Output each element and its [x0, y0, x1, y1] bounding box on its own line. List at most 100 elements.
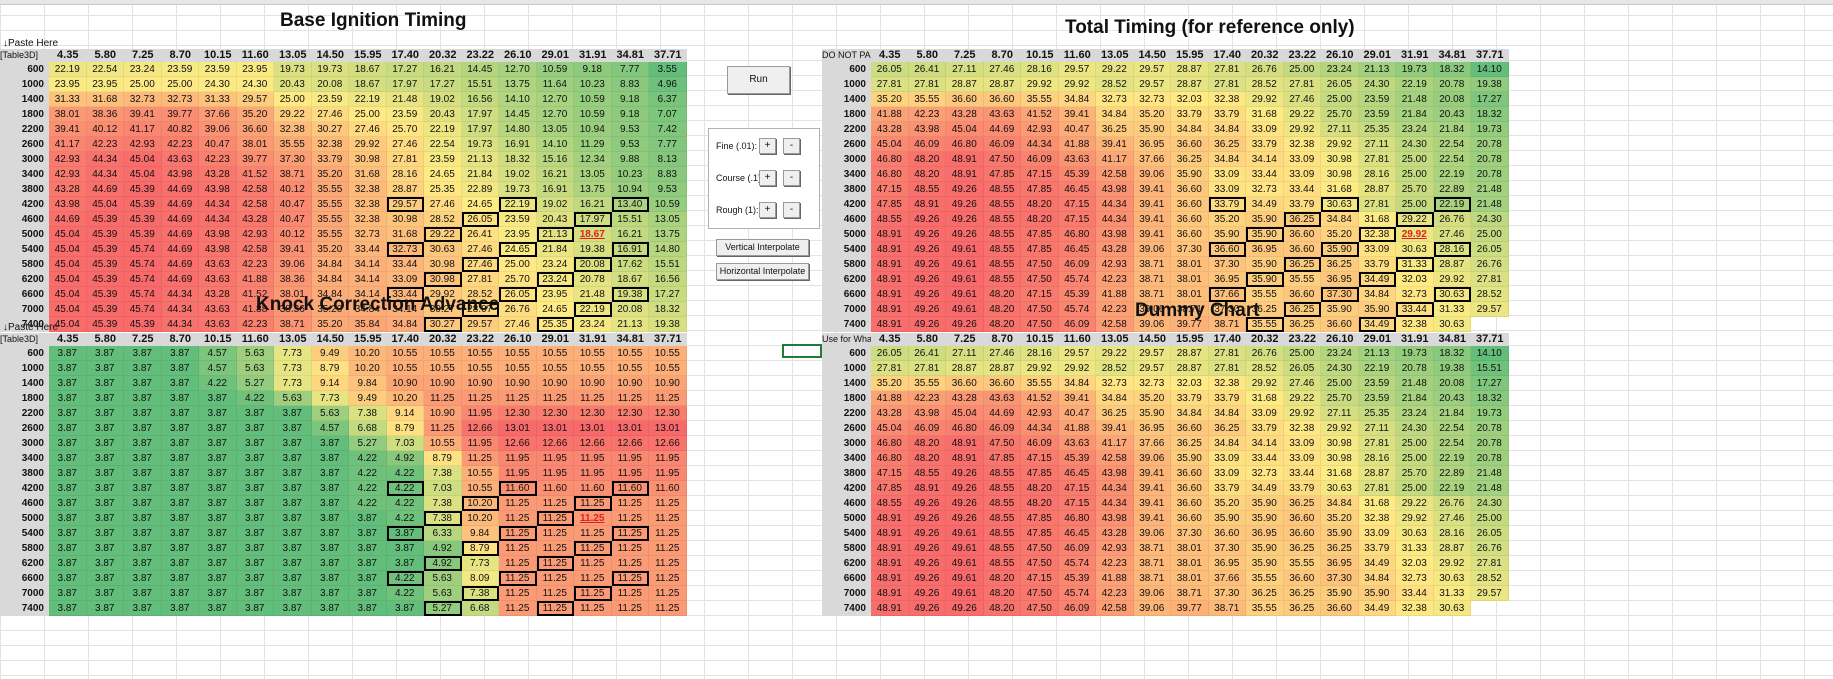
table-cell[interactable]: 41.88	[236, 272, 274, 287]
table-cell[interactable]: 3.87	[124, 556, 162, 571]
table-cell[interactable]: 4.22	[386, 586, 424, 601]
table-cell[interactable]: 4.57	[199, 346, 237, 361]
table-cell[interactable]: 4.92	[424, 556, 462, 571]
table-cell[interactable]: 10.55	[499, 346, 537, 361]
table-cell[interactable]: 27.46	[461, 242, 499, 257]
table-cell[interactable]: 48.91	[871, 317, 909, 332]
table-cell[interactable]: 23.59	[161, 62, 199, 77]
table-cell[interactable]: 10.20	[349, 361, 387, 376]
table-cell[interactable]: 49.26	[908, 541, 946, 556]
table-cell[interactable]: 16.21	[611, 227, 649, 242]
table-cell[interactable]: 21.13	[1358, 346, 1396, 361]
table-cell[interactable]: 39.06	[1133, 167, 1171, 182]
table-cell[interactable]: 27.81	[461, 272, 499, 287]
table-cell[interactable]: 3.87	[49, 361, 87, 376]
table-cell[interactable]: 19.38	[611, 287, 649, 302]
table-cell[interactable]: 33.44	[1396, 586, 1434, 601]
table-cell[interactable]: 34.49	[1358, 556, 1396, 571]
table-cell[interactable]: 3.87	[274, 571, 312, 586]
table-cell[interactable]: 48.55	[983, 511, 1021, 526]
table-cell[interactable]: 45.04	[946, 406, 984, 421]
table-cell[interactable]: 10.20	[386, 391, 424, 406]
table-cell[interactable]: 30.98	[1321, 436, 1359, 451]
table-cell[interactable]: 25.70	[499, 272, 537, 287]
table-cell[interactable]: 16.21	[424, 62, 462, 77]
table-cell[interactable]: 48.55	[908, 182, 946, 197]
table-cell[interactable]: 42.23	[161, 137, 199, 152]
table-cell[interactable]: 48.91	[908, 197, 946, 212]
table-cell[interactable]: 36.60	[1171, 481, 1209, 496]
table-cell[interactable]: 49.61	[946, 287, 984, 302]
table-cell[interactable]: 41.88	[1058, 137, 1096, 152]
table-cell[interactable]: 44.69	[161, 272, 199, 287]
table-cell[interactable]: 45.04	[946, 122, 984, 137]
table-cell[interactable]: 22.19	[349, 92, 387, 107]
table-cell[interactable]: 37.30	[1321, 287, 1359, 302]
table-cell[interactable]: 4.22	[236, 391, 274, 406]
table-cell[interactable]: 18.67	[574, 227, 612, 242]
table-cell[interactable]: 3.87	[199, 406, 237, 421]
table-cell[interactable]: 46.09	[1058, 257, 1096, 272]
table-cell[interactable]: 7.77	[611, 62, 649, 77]
table-cell[interactable]: 34.84	[1058, 376, 1096, 391]
table-cell[interactable]: 39.41	[1096, 137, 1134, 152]
table-cell[interactable]: 10.23	[611, 167, 649, 182]
table-cell[interactable]: 35.20	[1133, 391, 1171, 406]
table-cell[interactable]: 37.30	[1171, 526, 1209, 541]
table-cell[interactable]: 3.87	[86, 481, 124, 496]
table-cell[interactable]: 32.03	[1171, 376, 1209, 391]
table-cell[interactable]: 37.66	[1208, 287, 1246, 302]
table-cell[interactable]: 3.87	[274, 496, 312, 511]
vertical-interpolate-button[interactable]: Vertical Interpolate	[716, 239, 809, 256]
table-cell[interactable]: 5.27	[349, 436, 387, 451]
table-cell[interactable]: 27.46	[1283, 376, 1321, 391]
table-cell[interactable]: 46.09	[1021, 436, 1059, 451]
table-cell[interactable]: 28.87	[946, 77, 984, 92]
table-cell[interactable]: 21.84	[536, 242, 574, 257]
table-cell[interactable]: 38.36	[274, 272, 312, 287]
table-cell[interactable]: 46.80	[871, 152, 909, 167]
table-cell[interactable]: 15.51	[649, 257, 687, 272]
table-cell[interactable]: 19.73	[311, 62, 349, 77]
table-cell[interactable]: 36.60	[1208, 242, 1246, 257]
table-cell[interactable]: 44.69	[161, 182, 199, 197]
table-cell[interactable]: 3.87	[199, 466, 237, 481]
table-cell[interactable]: 28.87	[1433, 541, 1471, 556]
table-cell[interactable]: 49.26	[946, 197, 984, 212]
table-cell[interactable]: 49.26	[908, 526, 946, 541]
table-cell[interactable]: 20.43	[1433, 107, 1471, 122]
table-cell[interactable]: 3.87	[86, 361, 124, 376]
table-cell[interactable]: 48.55	[983, 227, 1021, 242]
table-cell[interactable]: 10.55	[386, 361, 424, 376]
table-cell[interactable]: 49.26	[908, 586, 946, 601]
table-cell[interactable]: 20.78	[1396, 361, 1434, 376]
table-cell[interactable]: 6.68	[461, 601, 499, 616]
table-cell[interactable]: 47.50	[1021, 257, 1059, 272]
table-cell[interactable]: 37.30	[1171, 242, 1209, 257]
table-cell[interactable]: 33.09	[1208, 451, 1246, 466]
table-cell[interactable]: 38.01	[1171, 287, 1209, 302]
table-cell[interactable]: 33.44	[1396, 302, 1434, 317]
table-cell[interactable]: 32.38	[349, 182, 387, 197]
table-cell[interactable]: 11.95	[461, 436, 499, 451]
table-cell[interactable]: 17.27	[386, 62, 424, 77]
table-cell[interactable]: 32.38	[1208, 376, 1246, 391]
table-cell[interactable]: 36.95	[1321, 556, 1359, 571]
table-cell[interactable]: 3.87	[124, 526, 162, 541]
table-cell[interactable]: 3.87	[236, 586, 274, 601]
table-cell[interactable]: 3.87	[349, 541, 387, 556]
table-cell[interactable]: 3.87	[161, 586, 199, 601]
table-cell[interactable]: 34.14	[1246, 152, 1284, 167]
table-cell[interactable]: 20.78	[1471, 451, 1509, 466]
table-cell[interactable]: 49.26	[908, 212, 946, 227]
table-cell[interactable]: 42.93	[49, 167, 87, 182]
table-cell[interactable]: 21.13	[611, 317, 649, 332]
table-cell[interactable]: 43.28	[49, 182, 87, 197]
table-cell[interactable]: 21.48	[1396, 376, 1434, 391]
table-cell[interactable]: 5.63	[424, 571, 462, 586]
table-cell[interactable]: 7.03	[386, 436, 424, 451]
table-cell[interactable]: 37.30	[1208, 541, 1246, 556]
table-cell[interactable]: 9.49	[311, 346, 349, 361]
table-cell[interactable]: 4.22	[386, 571, 424, 586]
table-cell[interactable]: 25.00	[161, 77, 199, 92]
